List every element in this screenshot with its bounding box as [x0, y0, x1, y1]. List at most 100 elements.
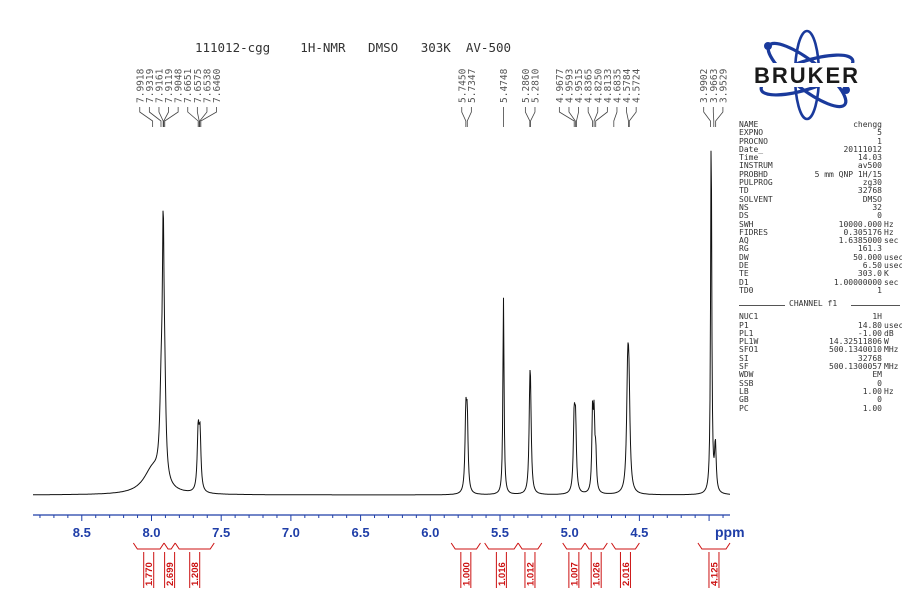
peak-label: 7.9319 [145, 68, 156, 103]
param-name: PL1W [739, 337, 759, 347]
param-name: NAME [739, 120, 759, 129]
peak-label: 5.7347 [467, 69, 478, 103]
x-tick-label: 6.0 [421, 525, 439, 540]
integral-value: 1.208 [190, 562, 201, 586]
param-unit: K [884, 269, 889, 279]
param-unit: MHz [884, 362, 899, 372]
peak-connector [576, 107, 579, 127]
peak-connector [628, 107, 637, 127]
peak-connector [558, 107, 575, 127]
param-name: GB [739, 395, 749, 405]
param-name: DE [739, 261, 749, 271]
param-row: PULPROG zg30 [739, 178, 900, 187]
peak-label: 3.9529 [718, 68, 729, 103]
param-value: av500 [857, 161, 882, 171]
param-unit: usec [884, 261, 902, 271]
param-value: 32768 [857, 353, 882, 363]
param-value: 303.0 [857, 269, 882, 279]
param-row: NAME chengg [739, 120, 900, 129]
param-row: SF 500.1300057 MHz [739, 362, 900, 372]
peak-connector [587, 107, 593, 127]
param-row: Date_ 20111012 [739, 144, 900, 154]
x-tick-label: 8.0 [142, 525, 160, 540]
param-name: SFO1 [739, 345, 759, 355]
param-unit: sec [884, 277, 899, 287]
peak-label: 7.9119 [164, 68, 175, 103]
param-row: D1 1.00000000 sec [739, 277, 900, 287]
param-row: TD0 1 [739, 285, 900, 295]
param-value: -1.00 [857, 328, 882, 338]
peak-connector [187, 107, 199, 127]
param-row: SWH 10000.000 Hz [739, 219, 900, 229]
peak-connector [158, 107, 164, 127]
param-unit: dB [884, 328, 894, 338]
param-row: PL1W 14.32511806 W [739, 337, 900, 347]
param-row: PC 1.00 [739, 403, 900, 413]
param-row: TE 303.0 K [739, 269, 900, 279]
peak-label: 7.9048 [174, 68, 185, 103]
peak-label: 7.9918 [135, 68, 146, 103]
param-name: SI [739, 353, 749, 363]
peak-label: 7.6651 [183, 68, 194, 103]
peak-connector [715, 107, 724, 127]
param-row: GB 0 [739, 395, 900, 405]
param-value: 14.32511806 [829, 337, 882, 347]
param-name: DW [739, 252, 749, 262]
param-unit: usec [884, 252, 902, 262]
param-row: PROCNO 1 [739, 136, 900, 146]
param-row: DE 6.50 usec [739, 261, 902, 271]
integral-bracket [562, 542, 586, 550]
param-value: 1.00 [862, 386, 882, 396]
param-name: NS [739, 202, 749, 212]
x-tick-label: 7.0 [282, 525, 300, 540]
integral-value: 1.026 [592, 562, 603, 586]
peak-connector [148, 107, 162, 127]
integral-bracket [132, 542, 165, 550]
integral-value: 4.125 [709, 562, 720, 586]
peak-connector [568, 107, 576, 127]
param-name: NUC1 [739, 312, 759, 322]
integral-bracket [484, 542, 519, 550]
param-row: SOLVENT DMSO [739, 195, 900, 204]
param-name: PROCNO [739, 136, 768, 146]
channel-parameter-table: NUC1 1H P1 14.80 usec PL1 -1.00 dB PL1W 14.325118… [739, 312, 902, 413]
spectrum-trace [33, 150, 730, 496]
peak-connector [196, 107, 200, 127]
param-value: 0 [877, 211, 882, 221]
param-value: 5 [877, 128, 882, 138]
param-name: DS [739, 211, 749, 221]
integral-bracket [174, 542, 215, 550]
param-value: 14.03 [857, 153, 882, 163]
param-row: SFO1 500.1340010 MHz [739, 345, 900, 355]
param-unit: MHz [884, 345, 899, 355]
peak-label: 4.8133 [603, 69, 614, 103]
param-name: TD0 [739, 285, 754, 295]
param-name: LB [739, 386, 749, 396]
peak-label: 4.5724 [632, 68, 643, 103]
param-row: P1 14.80 usec [739, 321, 902, 330]
param-row: PROBHD 5 mm QNP 1H/15 [739, 170, 900, 179]
x-tick-label: 6.5 [352, 525, 370, 540]
param-name: RG [739, 244, 749, 254]
peak-label: 7.6538 [202, 68, 213, 103]
peak-connector [461, 107, 467, 127]
param-unit: Hz [884, 219, 894, 229]
param-value: 1H [872, 312, 882, 322]
param-value: 0 [877, 378, 882, 388]
param-name: Time [739, 153, 759, 163]
param-value: 1.00 [862, 403, 882, 413]
integral-bracket [584, 542, 608, 550]
param-name: D1 [739, 277, 749, 287]
integral-value: 1.007 [569, 562, 580, 586]
chart-title: 111012-cgg 1H-NMR DMSO 303K AV-500 [195, 40, 511, 55]
peak-label: 5.4748 [499, 68, 510, 103]
integral-bracket [517, 542, 543, 550]
param-name: SWH [739, 219, 754, 229]
ppm-axis: 8.5 8.0 7.5 7.0 6.5 6.0 5.5 5.0 4.5 [33, 514, 730, 540]
param-value: 50.000 [853, 252, 882, 262]
axis-label-ppm: ppm [715, 524, 745, 540]
param-unit: Hz [884, 386, 894, 396]
peak-label: 4.5784 [622, 68, 633, 103]
peak-label: 5.2810 [530, 68, 541, 103]
param-name: Date_ [739, 144, 764, 154]
